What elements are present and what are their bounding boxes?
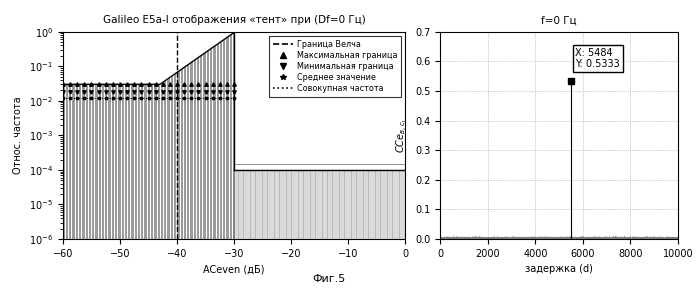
Text: Фиг.5: Фиг.5 [312,274,345,284]
Title: Galileo E5a-I отображения «тент» при (Df=0 Гц): Galileo E5a-I отображения «тент» при (Df… [103,15,366,25]
Legend: Граница Велча, Максимальная граница, Минимальная граница, Среднее значение, Сово: Граница Велча, Максимальная граница, Мин… [268,36,401,97]
X-axis label: задержка (d): задержка (d) [525,264,593,274]
Y-axis label: $CCe_{в,с_1}$: $CCe_{в,с_1}$ [395,118,410,153]
X-axis label: ACeven (дБ): ACeven (дБ) [203,264,265,274]
Title: f=0 Гц: f=0 Гц [542,15,577,25]
Y-axis label: Относ. частота: Относ. частота [13,96,24,174]
Text: X: 5484
Y: 0.5333: X: 5484 Y: 0.5333 [575,48,620,69]
